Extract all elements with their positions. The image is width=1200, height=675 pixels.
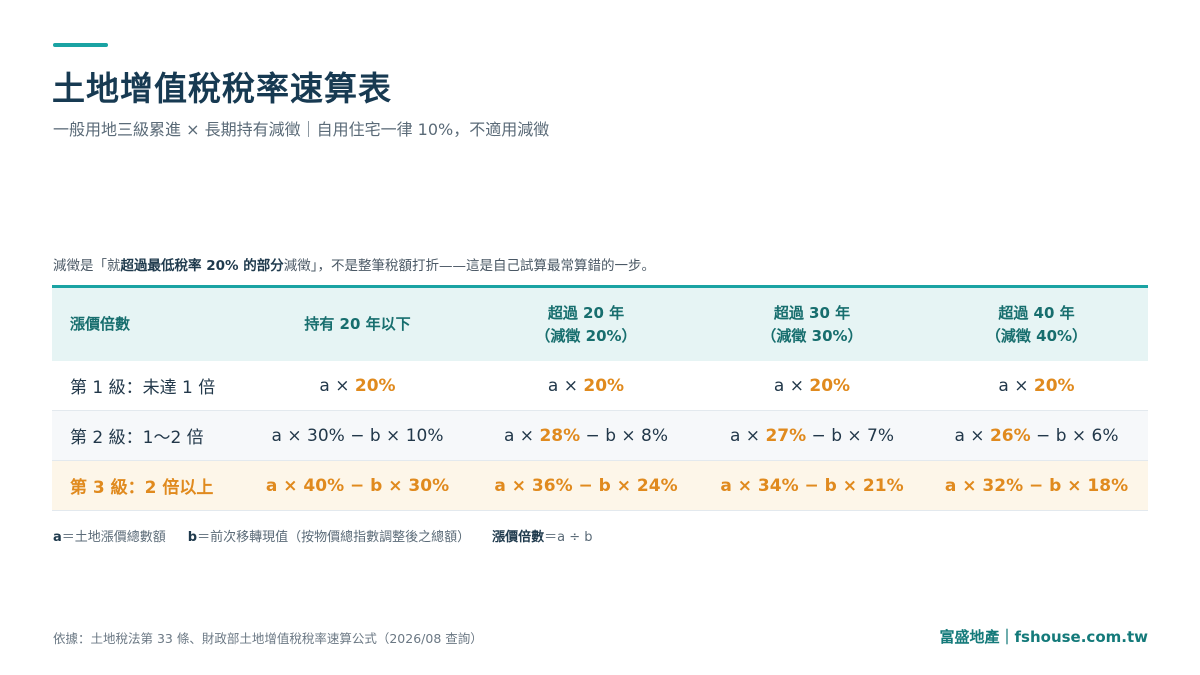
formula-rate: 20% <box>583 375 625 396</box>
header-line: 超過 20 年 <box>547 303 625 322</box>
table-row-level-3: 第 3 級：2 倍以上 a × 40% − b × 30% a × 36% − … <box>52 461 1148 511</box>
formula-a: a × <box>503 425 540 446</box>
row-label: 第 3 級：2 倍以上 <box>70 478 214 498</box>
tax-rate-table: 漲價倍數 持有 20 年以下 超過 20 年 （減徵 20%） 超過 30 年 （減… <box>52 285 1148 511</box>
formula-cell: a × 20% <box>242 376 473 396</box>
source-citation: 依據：土地稅法第 33 條、財政部土地增值稅稅率速算公式（2026/08 查詢） <box>53 631 483 646</box>
header-subline: （減徵 40%） <box>985 326 1088 345</box>
formula-a: a × <box>998 375 1034 396</box>
formula-cell: a × 30% − b × 10% <box>242 426 473 446</box>
formula-b: − b × 6% <box>1030 425 1119 446</box>
column-header-under-20: 持有 20 年以下 <box>242 313 473 336</box>
header-subline: （減徵 20%） <box>535 326 637 345</box>
formula-cell: a × 36% − b × 24% <box>494 475 678 496</box>
formula-b: − b × 7% <box>806 425 895 446</box>
header-line: 超過 40 年 <box>998 303 1075 322</box>
formula-a: a × <box>547 375 584 396</box>
formula-cell: a × 34% − b × 21% <box>720 475 904 496</box>
legend-a-key: a <box>53 530 62 545</box>
accent-bar <box>53 43 108 47</box>
formula-a: a × <box>773 375 810 396</box>
formula-rate: 20% <box>354 375 396 396</box>
column-header-ratio: 漲價倍數 <box>52 313 242 336</box>
header-subline: （減徵 30%） <box>761 326 863 345</box>
formula-rate: 20% <box>1033 375 1075 396</box>
column-header-over-40: 超過 40 年 （減徵 40%） <box>925 302 1148 348</box>
header-line: 持有 20 年以下 <box>304 315 411 333</box>
legend-ratio-key: 漲價倍數 <box>492 530 545 545</box>
legend-b-def: ＝前次移轉現值（按物價總指數調整後之總額） <box>197 530 471 545</box>
legend-ratio-def: ＝a ÷ b <box>544 530 593 545</box>
reduction-note: 減徵是「就超過最低稅率 20% 的部分減徵」，不是整筆稅額打折——這是自己試算最… <box>53 254 655 274</box>
column-header-over-30: 超過 30 年 （減徵 30%） <box>699 302 925 348</box>
formula-cell: a × 20% <box>473 376 699 396</box>
formula-a: a × <box>729 425 766 446</box>
header-line: 超過 30 年 <box>773 303 851 322</box>
formula-cell: a × 40% − b × 30% <box>265 475 450 496</box>
note-bold: 超過最低稅率 20% 的部分 <box>120 258 284 274</box>
note-prefix: 減徵是「就 <box>53 258 121 274</box>
formula-rate: 30% <box>307 425 345 446</box>
table-row-level-1: 第 1 級：未達 1 倍 a × 20% a × 20% a × 20% a ×… <box>52 361 1148 411</box>
page-title: 土地增值稅稅率速算表 <box>52 69 392 108</box>
header-line: 漲價倍數 <box>70 315 131 333</box>
formula-rate: 26% <box>989 425 1031 446</box>
formula-cell: a × 27% − b × 7% <box>699 426 925 446</box>
row-label: 第 2 級：1～2 倍 <box>70 428 204 448</box>
legend-a-def: ＝土地漲價總數額 <box>61 530 166 545</box>
formula-a: a × <box>319 375 355 396</box>
formula-a: a × <box>271 425 307 446</box>
formula-b: − b × 8% <box>580 425 669 446</box>
formula-cell: a × 28% − b × 8% <box>473 426 699 446</box>
table-header-row: 漲價倍數 持有 20 年以下 超過 20 年 （減徵 20%） 超過 30 年 （減… <box>52 288 1148 361</box>
formula-b: − b × 10% <box>344 425 444 446</box>
formula-rate: 27% <box>765 425 807 446</box>
row-label: 第 1 級：未達 1 倍 <box>70 378 216 398</box>
formula-cell: a × 20% <box>699 376 925 396</box>
legend-b-key: b <box>187 530 198 545</box>
formula-rate: 20% <box>809 375 851 396</box>
table-row-level-2: 第 2 級：1～2 倍 a × 30% − b × 10% a × 28% − … <box>52 411 1148 461</box>
page-subtitle: 一般用地三級累進 × 長期持有減徵｜自用住宅一律 10%，不適用減徵 <box>53 120 550 139</box>
legend: a＝土地漲價總數額 b＝前次移轉現值（按物價總指數調整後之總額） 漲價倍數＝a ÷ … <box>53 526 593 545</box>
formula-cell: a × 26% − b × 6% <box>925 426 1148 446</box>
formula-rate: 28% <box>539 425 581 446</box>
formula-a: a × <box>954 425 990 446</box>
brand-label: 富盛地產｜fshouse.com.tw <box>939 628 1148 646</box>
column-header-over-20: 超過 20 年 （減徵 20%） <box>473 302 699 348</box>
note-suffix: 減徵」，不是整筆稅額打折——這是自己試算最常算錯的一步。 <box>283 258 655 274</box>
formula-cell: a × 32% − b × 18% <box>944 475 1129 496</box>
formula-cell: a × 20% <box>925 376 1148 396</box>
